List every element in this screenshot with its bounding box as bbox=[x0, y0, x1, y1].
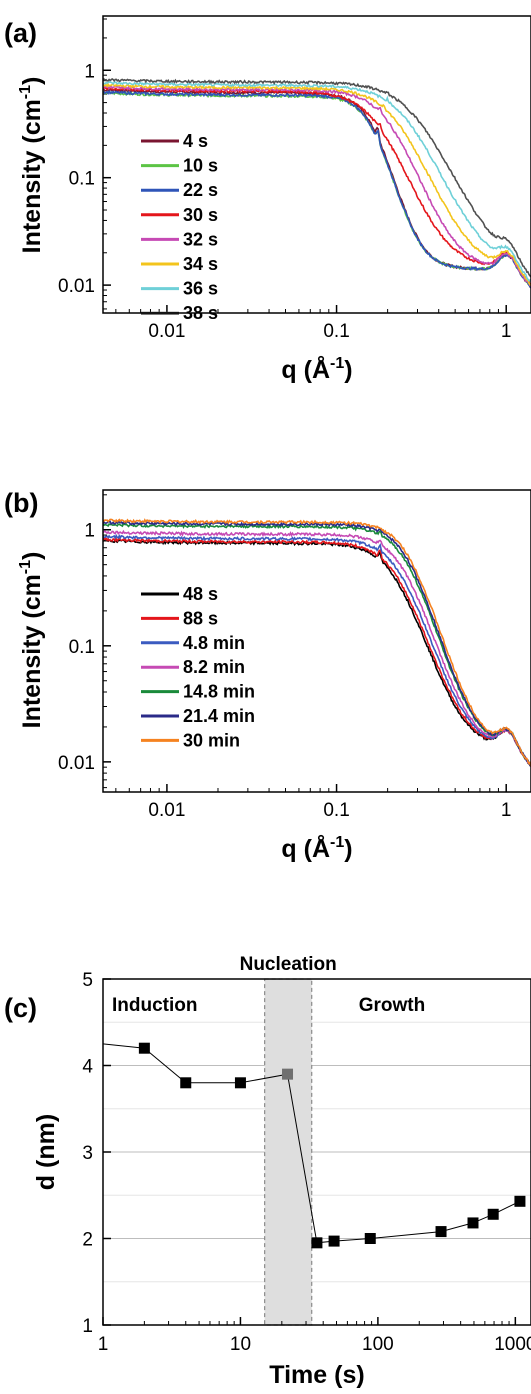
x-tick-label: 0.01 bbox=[148, 800, 185, 821]
legend-label: 30 min bbox=[183, 730, 240, 750]
y-tick-label: 0.1 bbox=[69, 169, 95, 190]
legend-label: 10 s bbox=[183, 156, 218, 176]
series-line bbox=[103, 85, 531, 287]
x-tick-label: 1000 bbox=[494, 1334, 531, 1355]
series-line bbox=[103, 533, 531, 767]
data-point bbox=[467, 1217, 479, 1229]
data-point bbox=[311, 1237, 323, 1249]
series-line bbox=[103, 89, 531, 289]
panel-b-curves bbox=[103, 518, 531, 768]
legend-label: 36 s bbox=[183, 279, 218, 299]
series-line bbox=[103, 522, 531, 767]
panel-b-ylabel: Intensity (cm-1) bbox=[17, 552, 46, 729]
series-line bbox=[103, 538, 531, 766]
panel-a-letter: (a) bbox=[4, 18, 37, 48]
x-tick-label: 1 bbox=[98, 1334, 109, 1355]
legend-label: 34 s bbox=[183, 254, 218, 274]
legend-label: 22 s bbox=[183, 180, 218, 200]
legend-label: 14.8 min bbox=[183, 682, 255, 702]
data-point bbox=[180, 1077, 192, 1089]
series-line bbox=[103, 81, 531, 283]
series-line bbox=[103, 77, 531, 278]
panel-c-letter: (c) bbox=[4, 993, 37, 1023]
panel-c-grid bbox=[103, 1021, 531, 1283]
panel-c-points bbox=[138, 1042, 526, 1249]
legend-label: 88 s bbox=[183, 608, 218, 628]
y-tick-label: 2 bbox=[82, 1230, 93, 1251]
y-tick-label: 0.01 bbox=[58, 276, 95, 297]
x-tick-label: 0.1 bbox=[323, 321, 349, 342]
series-line bbox=[103, 537, 531, 766]
legend-label: 30 s bbox=[183, 205, 218, 225]
x-tick-label: 10 bbox=[230, 1334, 251, 1355]
nucleation-band bbox=[264, 978, 313, 1326]
panel-b-axes: 0.01 0.1 1 0.01 0.1 1 bbox=[58, 494, 512, 821]
data-point bbox=[138, 1042, 150, 1054]
series-line bbox=[103, 86, 531, 286]
panel-c-xlabel: Time (s) bbox=[269, 1361, 364, 1389]
panel-c-frame bbox=[102, 978, 531, 1326]
x-tick-label: 0.1 bbox=[323, 800, 349, 821]
panel-a-xlabel: q (Å-1) bbox=[281, 355, 352, 384]
panel-a: (a) 0.01 0.1 1 0.01 0.1 1 4 s 10 s 22 s 30 s 32 s… bbox=[4, 15, 531, 384]
panel-a-legend: 4 s10 s22 s30 s32 s34 s36 s38 s bbox=[141, 131, 218, 323]
legend-label: 48 s bbox=[183, 584, 218, 604]
data-point bbox=[234, 1077, 246, 1089]
series-line bbox=[103, 529, 531, 768]
region-label: Nucleation bbox=[240, 954, 337, 975]
series-line bbox=[103, 82, 531, 286]
x-tick-label: 0.01 bbox=[148, 321, 185, 342]
legend-label: 4 s bbox=[183, 131, 208, 151]
y-tick-label: 0.01 bbox=[58, 753, 95, 774]
panel-b-frame bbox=[102, 489, 531, 793]
series-line bbox=[103, 518, 531, 767]
panel-b-letter: (b) bbox=[4, 488, 38, 518]
panel-b-legend: 48 s 88 s 4.8 min 8.2 min 14.8 min 21.4 min 30… bbox=[141, 584, 255, 750]
legend-label: 21.4 min bbox=[183, 706, 255, 726]
y-tick-label: 5 bbox=[82, 970, 93, 991]
series-line bbox=[103, 520, 531, 767]
data-point bbox=[514, 1195, 526, 1207]
panel-a-frame bbox=[102, 15, 531, 314]
legend-label: 32 s bbox=[183, 229, 218, 249]
data-point bbox=[435, 1226, 447, 1238]
panel-a-curves bbox=[103, 77, 531, 289]
panel-c-regions: Induction Nucleation Growth bbox=[112, 954, 426, 1326]
data-point bbox=[364, 1233, 376, 1244]
panel-b-xlabel: q (Å-1) bbox=[281, 834, 352, 863]
data-point bbox=[282, 1068, 294, 1080]
y-tick-label: 1 bbox=[82, 1316, 93, 1337]
panel-a-axes: 0.01 0.1 1 0.01 0.1 1 bbox=[58, 18, 512, 342]
region-label: Growth bbox=[359, 995, 426, 1016]
series-line bbox=[103, 88, 531, 289]
data-point bbox=[487, 1208, 499, 1220]
y-tick-label: 1 bbox=[84, 61, 95, 82]
data-point bbox=[328, 1235, 340, 1247]
y-tick-label: 4 bbox=[82, 1057, 93, 1078]
region-label: Induction bbox=[112, 995, 197, 1016]
x-tick-label: 100 bbox=[362, 1334, 394, 1355]
y-tick-label: 0.1 bbox=[69, 637, 95, 658]
legend-label: 8.2 min bbox=[183, 657, 245, 677]
panel-b: (b) 0.01 0.1 1 0.01 0.1 1 48 s 88 s 4.8 min 8.2 … bbox=[4, 488, 531, 863]
x-tick-label: 1 bbox=[501, 800, 512, 821]
y-tick-label: 1 bbox=[84, 521, 95, 542]
y-tick-label: 3 bbox=[82, 1143, 93, 1164]
panel-a-ylabel: Intensity (cm-1) bbox=[17, 77, 46, 254]
x-tick-label: 1 bbox=[501, 321, 512, 342]
legend-label: 4.8 min bbox=[183, 633, 245, 653]
panel-c: (c) Induction Nucleation Growth 1 10 100 1000… bbox=[4, 954, 531, 1389]
panel-c-ylabel: d (nm) bbox=[32, 1114, 60, 1190]
